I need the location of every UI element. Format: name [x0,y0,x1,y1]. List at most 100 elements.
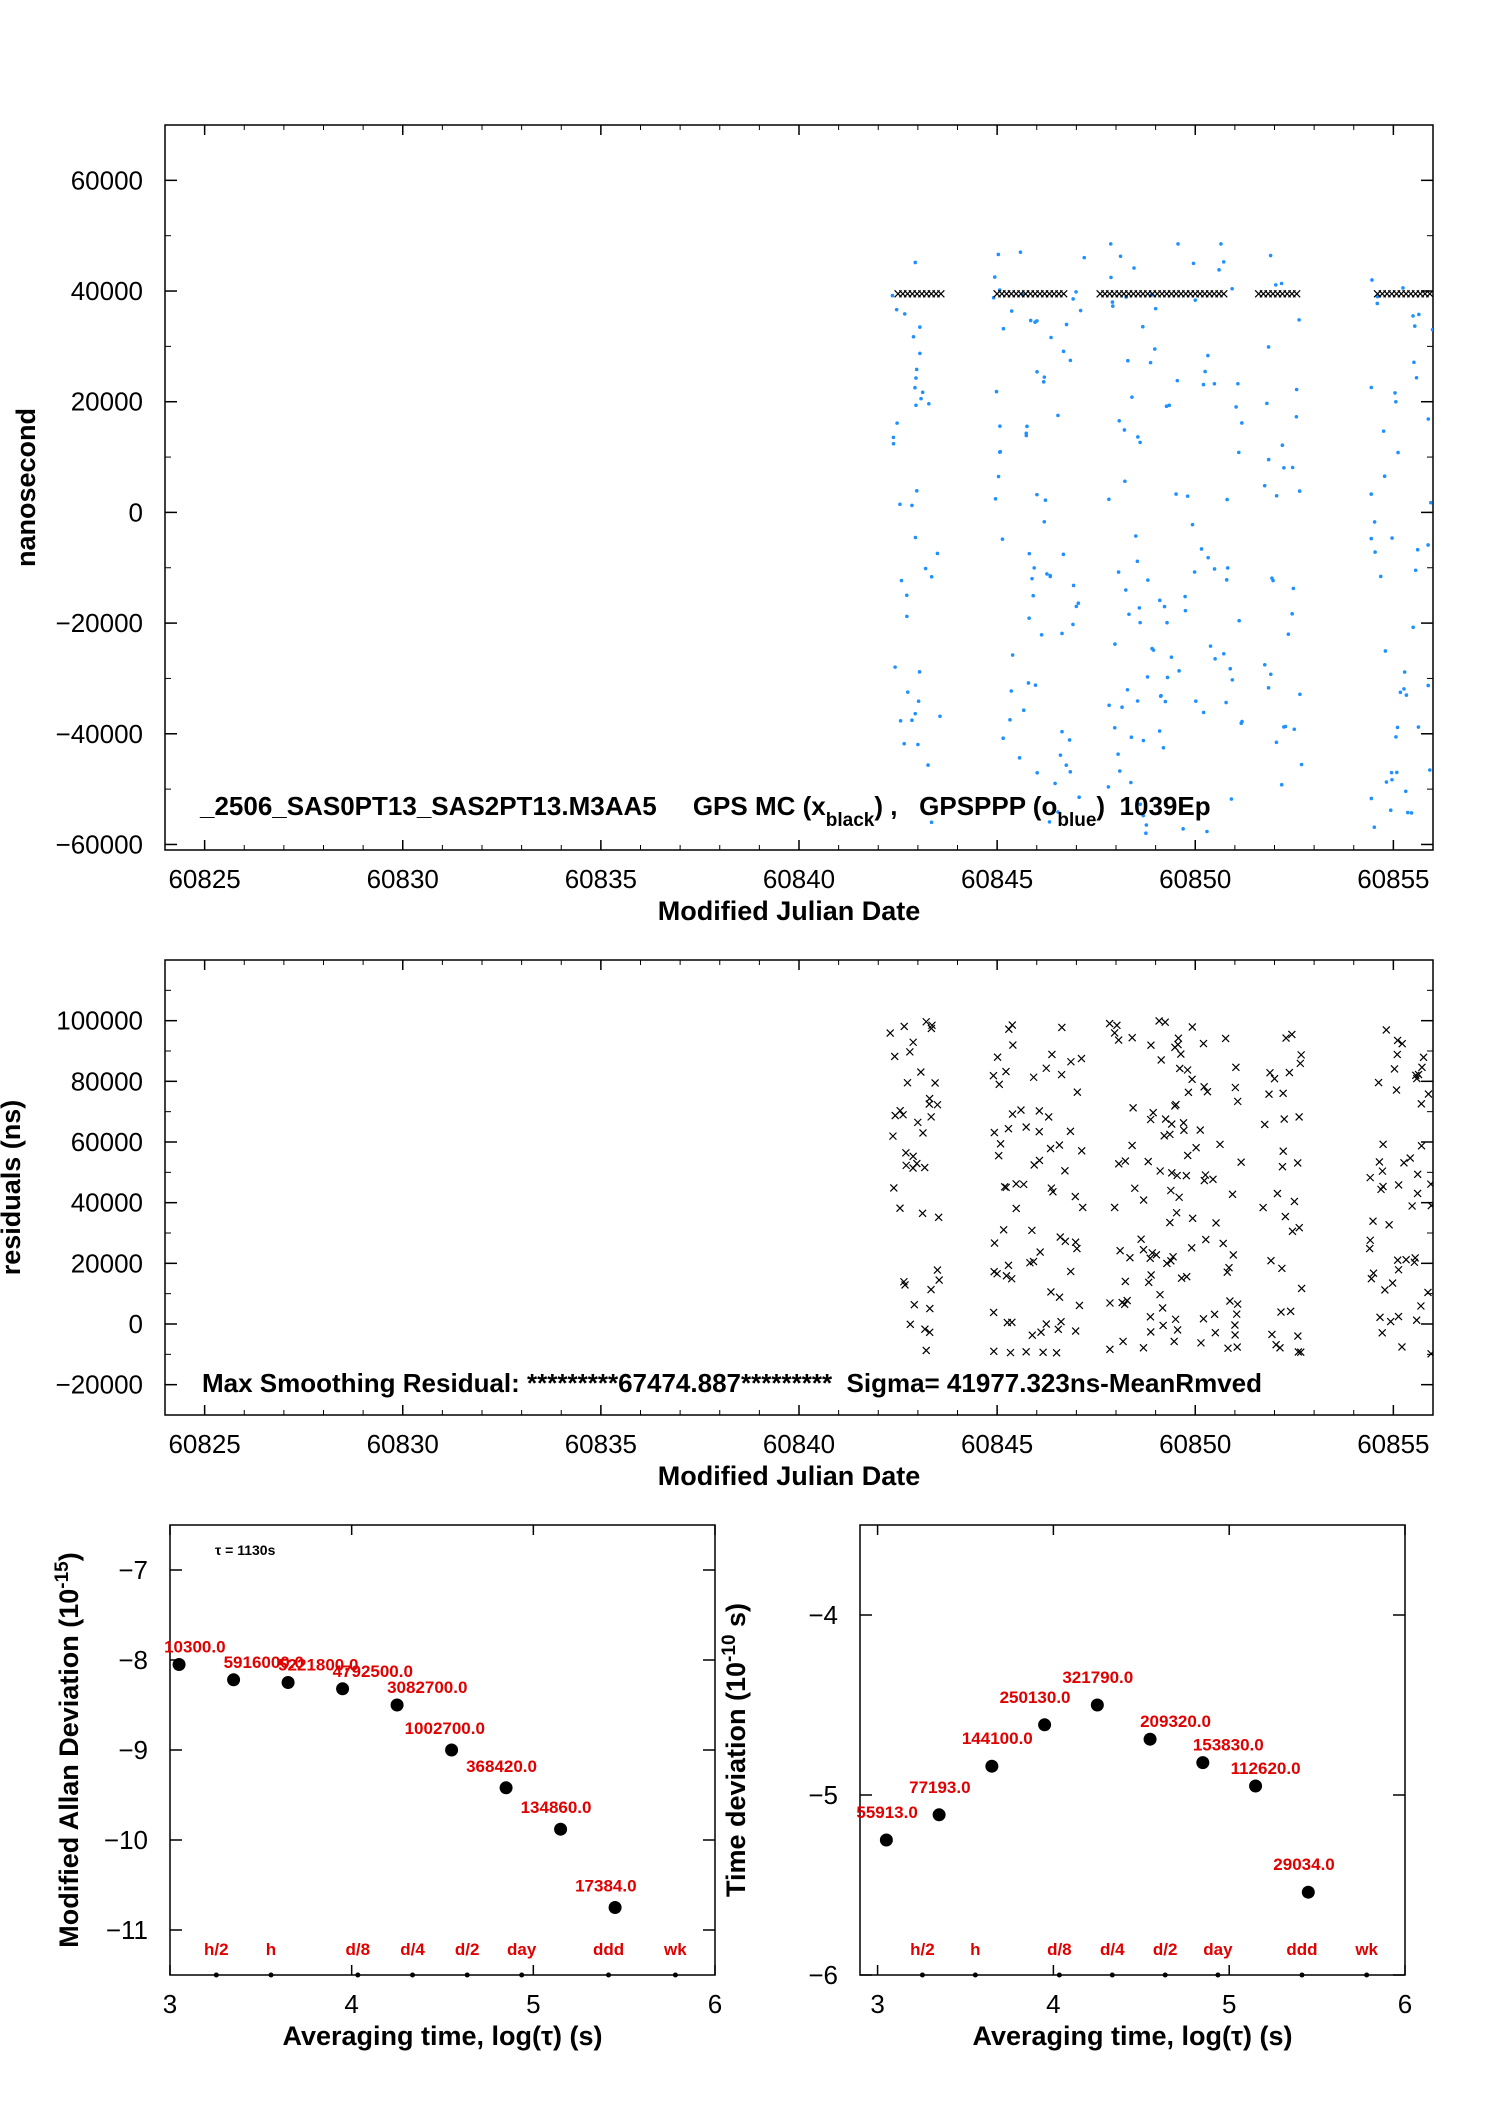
gpsppp-point [1404,693,1409,697]
gpsppp-point [1228,666,1233,671]
residual-point [928,1021,936,1030]
residual-point [1231,1083,1240,1092]
x-tick-label: 60825 [168,1429,240,1459]
gpsppp-point [1237,618,1241,623]
residual-point [1047,1288,1055,1296]
residual-point [1130,1184,1139,1193]
residual-point [1386,1317,1395,1326]
residual-point [1232,1310,1241,1319]
residual-point [1128,1141,1137,1150]
gpsppp-point [1199,547,1204,551]
gpsppp-point [1430,327,1433,332]
gpsppp-point [1378,574,1383,579]
gpsppp-point [1129,735,1134,740]
gpsppp-point [1127,612,1131,617]
residual-point [1147,1041,1155,1050]
residual-point [1029,1073,1038,1082]
gpsppp-point [1279,281,1284,286]
annotation-text: _2506_SAS0PT13_SAS2PT13.M3AA5 [199,791,693,821]
residual-point [933,1266,942,1274]
gpsppp-point [1280,443,1285,448]
y-axis-title: Time deviation (10-10 s) [719,1603,752,1897]
y-tick-label: 60000 [71,165,143,195]
gpsppp-point [1056,413,1060,418]
residual-point [1167,1120,1176,1129]
residual-point [1120,1300,1129,1309]
residual-point [1233,1097,1242,1106]
residual-point [1266,1068,1274,1077]
residual-point [1427,1201,1433,1210]
plot-frame [169,1524,716,1976]
residual-point [1160,1131,1169,1140]
interval-marker-label: d/8 [1047,1940,1072,1959]
residual-point [990,1128,999,1137]
gpsppp-point [1426,543,1430,547]
residual-point [1106,1299,1114,1307]
gpsppp-point [1061,349,1066,354]
gpsppp-point [1181,827,1185,831]
residual-point [1427,1349,1433,1358]
gpsppp-point [911,334,916,339]
residual-point [989,1071,998,1080]
residual-point [1004,1261,1013,1270]
residual-point [896,1204,904,1213]
residual-point [1183,1151,1192,1160]
subscript-text: blue [1057,810,1096,831]
residual-point [1000,1182,1009,1191]
residual-point [1155,1017,1164,1025]
residual-point [905,1047,914,1056]
residual-point [1007,1318,1016,1327]
time-deviation-panel: 3 4 5 6 −6 −5 −4 55913.0 77193.0 144100.0 250130.0… [719,1524,1412,2051]
residual-point [1278,1162,1287,1171]
residual-point [1365,1244,1374,1253]
gpsppp-point [1110,304,1115,308]
stability-point [608,1901,622,1914]
y-tick-label: −7 [118,1555,148,1585]
gpsppp-point [923,566,928,571]
x-tick-label: 60830 [367,1429,439,1459]
residual-point [922,1017,931,1026]
y-axis-title-superscript: -15 [52,1561,73,1589]
y-tick-label: −11 [106,1915,148,1945]
y-tick-label: −4 [808,1600,838,1630]
gpsppp-point [1125,688,1130,692]
stability-point [445,1743,459,1757]
residual-point [1285,1068,1294,1077]
residual-annotation: Max Smoothing Residual: *********67474.8… [202,1368,1262,1398]
gpsppp-point [935,551,940,556]
gpsppp-point [1033,320,1037,324]
residual-point [1008,1110,1017,1118]
residual-point [918,1209,927,1218]
point-value-label: 4792500.0 [333,1662,413,1681]
allan-deviation-panel: 3 4 5 6 −11 −10 −9 −8 −7 10300.05916000.05221800.… [52,1524,722,2051]
gpsppp-point [905,614,909,619]
residual-point [1400,1158,1408,1167]
gpsppp-point [1165,620,1169,625]
residual-point [1398,1039,1407,1048]
residual-point [1055,1141,1064,1149]
stability-point [932,1808,946,1822]
y-tick-label: −20000 [56,1370,143,1400]
gpsppp-point [1193,298,1198,302]
gpsppp-point [1297,489,1302,493]
residual-point [1066,1057,1075,1066]
residual-point [1294,1348,1303,1356]
point-value-label: 144100.0 [962,1729,1033,1748]
residual-point [1036,1248,1045,1256]
residual-point [1196,1126,1205,1134]
residual-point [1054,1325,1063,1334]
gpsppp-point [1208,644,1213,648]
gpsppp-point [1234,405,1238,409]
y-axis-title-text: s) [721,1603,751,1635]
x-tick-label: 6 [1398,1989,1412,2019]
residual-point [1200,1082,1209,1091]
interval-marker-dot [1299,1972,1305,1978]
x-tick-label: 60855 [1357,1429,1429,1459]
gpsppp-point [1240,421,1244,425]
residual-point [1273,1189,1282,1198]
residual-point [1066,1267,1075,1276]
residual-point [1377,1185,1385,1194]
x-tick-label: 3 [870,1989,884,2019]
residual-point [1119,1337,1127,1346]
